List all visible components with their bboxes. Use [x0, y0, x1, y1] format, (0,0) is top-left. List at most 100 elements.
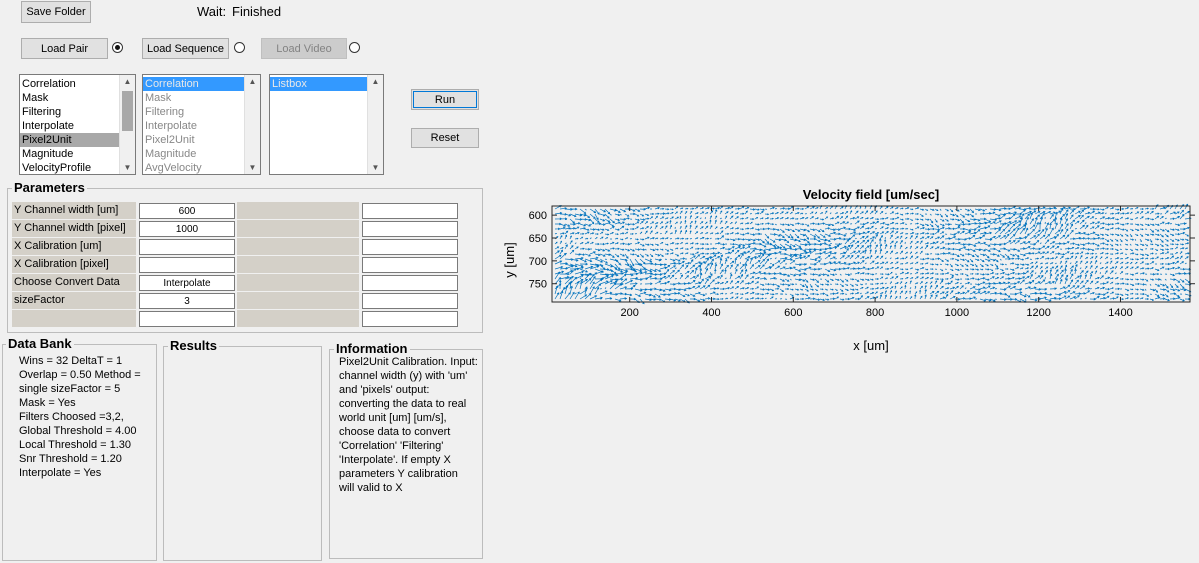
output-scrollbar[interactable]: ▲ ▼ [367, 75, 383, 174]
methods-scrollbar[interactable]: ▲ ▼ [119, 75, 135, 174]
list-item[interactable]: VelocityProfile [22, 162, 92, 174]
x-tick-label: 1000 [945, 307, 969, 319]
reset-button[interactable]: Reset [411, 128, 479, 148]
information-line: channel width (y) with 'um' [339, 370, 468, 382]
wait-label: Wait: [197, 4, 227, 19]
parameter-extra-input[interactable] [362, 293, 458, 309]
list-item[interactable]: Magnitude [22, 148, 74, 160]
parameter-extra-input[interactable] [362, 203, 458, 219]
parameter-extra-input[interactable] [362, 221, 458, 237]
scroll-thumb[interactable] [122, 91, 133, 131]
parameter-value-input[interactable] [139, 311, 235, 327]
x-tick-label: 400 [702, 307, 720, 319]
parameter-spacer [237, 220, 359, 237]
information-line: and 'pixels' output: [339, 384, 430, 396]
list-item[interactable]: Filtering [22, 106, 62, 118]
parameter-spacer [237, 274, 359, 291]
y-axis-ticks: 600 650 700 750 [529, 210, 1195, 291]
information-line: 'Correlation' 'Filtering' [339, 440, 444, 452]
parameter-value-input[interactable]: 600 [139, 203, 235, 219]
results-title: Results [168, 338, 219, 353]
load-sequence-button[interactable]: Load Sequence [142, 38, 229, 59]
parameter-spacer [237, 292, 359, 309]
parameter-label: Y Channel width [pixel] [12, 220, 136, 237]
information-line: converting the data to real [339, 398, 467, 410]
parameter-label: Y Channel width [um] [12, 202, 136, 219]
data-bank-line: Local Threshold = 1.30 [19, 439, 132, 451]
parameter-extra-input[interactable] [362, 275, 458, 291]
parameter-label: Choose Convert Data [12, 274, 136, 291]
parameter-value-input[interactable]: 3 [139, 293, 235, 309]
chart-title: Velocity field [um/sec] [803, 187, 940, 202]
x-axis-ticks: 200 400 600 800 1000 1200 1400 [621, 206, 1133, 319]
parameter-label [12, 310, 136, 327]
output-listbox[interactable]: Listbox ▲ ▼ [269, 74, 384, 175]
information-line: 'Interpolate'. If empty X [339, 454, 451, 466]
y-tick-label: 650 [529, 233, 547, 245]
data-bank-line: Mask = Yes [19, 397, 76, 409]
y-tick-label: 700 [529, 256, 547, 268]
x-tick-label: 600 [784, 307, 802, 319]
list-item[interactable]: Mask [145, 92, 172, 104]
x-tick-label: 800 [866, 307, 884, 319]
list-item[interactable]: Pixel2Unit [20, 133, 119, 147]
data-bank-line: Global Threshold = 4.00 [19, 425, 137, 437]
parameter-value-input[interactable]: 1000 [139, 221, 235, 237]
information-line: choose data to convert [339, 426, 451, 438]
plot-frame [551, 205, 1191, 303]
parameter-value-input[interactable] [139, 239, 235, 255]
parameter-spacer [237, 256, 359, 273]
list-item[interactable]: Correlation [143, 77, 244, 91]
run-button[interactable]: Run [411, 89, 479, 110]
parameter-spacer [237, 310, 359, 327]
y-tick-label: 600 [529, 210, 547, 222]
list-item[interactable]: AvgVelocity [145, 162, 202, 174]
results-panel [163, 346, 322, 561]
load-pair-button[interactable]: Load Pair [21, 38, 108, 59]
list-item[interactable]: Interpolate [145, 120, 197, 132]
list-item[interactable]: Listbox [270, 77, 367, 91]
scroll-down-icon[interactable]: ▼ [123, 163, 132, 172]
information-line: world unit [um] [um/s], [339, 412, 447, 424]
parameter-extra-input[interactable] [362, 239, 458, 255]
parameter-extra-input[interactable] [362, 257, 458, 273]
methods-listbox[interactable]: Correlation Mask Filtering Interpolate Pixel… [19, 74, 136, 175]
list-item[interactable]: Interpolate [22, 120, 74, 132]
scroll-down-icon[interactable]: ▼ [248, 163, 257, 172]
load-video-button[interactable]: Load Video [261, 38, 347, 59]
list-item[interactable]: Magnitude [145, 148, 197, 160]
scroll-down-icon[interactable]: ▼ [371, 163, 380, 172]
list-item[interactable]: Mask [22, 92, 49, 104]
scroll-up-icon[interactable]: ▲ [123, 77, 132, 86]
load-pair-radio[interactable] [112, 42, 123, 53]
list-item[interactable]: Correlation [22, 78, 76, 90]
pipeline-scrollbar[interactable]: ▲ ▼ [244, 75, 260, 174]
parameter-label: X Calibration [um] [12, 238, 136, 255]
scroll-up-icon[interactable]: ▲ [371, 77, 380, 86]
parameter-value-input[interactable]: Interpolate [139, 275, 235, 291]
list-item[interactable]: Pixel2Unit [145, 134, 195, 146]
parameter-spacer [237, 202, 359, 219]
velocity-vectors [554, 203, 1192, 305]
information-title: Information [334, 341, 410, 356]
chart-x-axis-label: x [um] [853, 338, 888, 353]
load-video-radio[interactable] [349, 42, 360, 53]
information-content: Pixel2Unit Calibration. Input: channel wi… [339, 355, 478, 495]
parameter-spacer [237, 238, 359, 255]
data-bank-line: single sizeFactor = 5 [19, 383, 121, 395]
pipeline-listbox[interactable]: Correlation Mask Filtering Interpolate Pixel… [142, 74, 261, 175]
parameter-extra-input[interactable] [362, 311, 458, 327]
parameter-value-input[interactable] [139, 257, 235, 273]
parameters-panel [7, 188, 483, 333]
wait-status: Finished [232, 4, 282, 19]
x-tick-label: 200 [621, 307, 639, 319]
y-tick-label: 750 [529, 279, 547, 291]
x-tick-label: 1200 [1026, 307, 1050, 319]
scroll-up-icon[interactable]: ▲ [248, 77, 257, 86]
list-item[interactable]: Filtering [145, 106, 185, 118]
load-sequence-radio[interactable] [234, 42, 245, 53]
parameter-label: X Calibration [pixel] [12, 256, 136, 273]
data-bank-content: Wins = 32 DeltaT = 1 Overlap = 0.50 Metho… [19, 354, 141, 480]
data-bank-line: Overlap = 0.50 Method = [19, 369, 141, 381]
save-folder-button[interactable]: Save Folder [21, 1, 91, 23]
